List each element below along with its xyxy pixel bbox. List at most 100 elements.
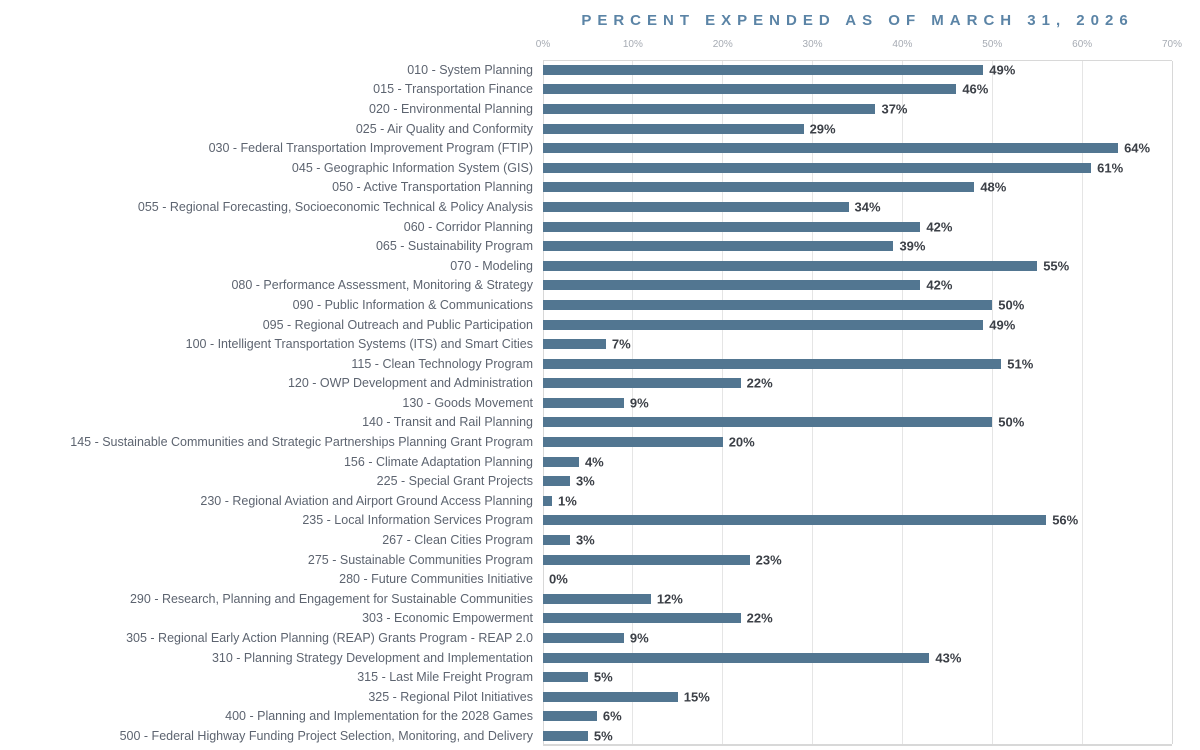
gridline (1171, 61, 1173, 744)
bar-row: 225 - Special Grant Projects 3% (0, 471, 1172, 491)
value-label: 22% (746, 375, 773, 391)
value-label: 3% (575, 473, 595, 489)
bar-row: 305 - Regional Early Action Planning (RE… (0, 628, 1172, 648)
x-tick-label: 70% (1161, 39, 1183, 50)
category-cell: 310 - Planning Strategy Development and … (0, 651, 543, 665)
category-cell: 267 - Clean Cities Program (0, 533, 543, 547)
category-label: 120 - OWP Development and Administration (287, 376, 533, 391)
bar-row: 015 - Transportation Finance 46% (0, 80, 1172, 100)
category-label: 070 - Modeling (450, 258, 533, 273)
bar (543, 672, 588, 683)
value-label: 39% (899, 238, 926, 254)
gridline (991, 61, 993, 744)
bar (543, 495, 552, 506)
category-label: 065 - Sustainability Program (375, 239, 533, 254)
bar-track: 46% (543, 80, 1172, 100)
category-cell: 500 - Federal Highway Funding Project Se… (0, 729, 543, 743)
bar-track: 49% (543, 315, 1172, 335)
category-label: 325 - Regional Pilot Initiatives (368, 689, 533, 704)
value-label: 3% (575, 532, 595, 548)
category-cell: 070 - Modeling (0, 259, 543, 273)
bar-track: 4% (543, 452, 1172, 472)
category-cell: 010 - System Planning (0, 63, 543, 77)
value-label: 51% (1007, 356, 1034, 372)
bar (543, 84, 957, 95)
category-cell: 280 - Future Communities Initiative (0, 572, 543, 586)
bar (543, 339, 606, 350)
value-label: 4% (584, 454, 604, 470)
category-label: 225 - Special Grant Projects (376, 474, 533, 489)
gridline (901, 61, 903, 744)
bar-track: 15% (543, 687, 1172, 707)
bar-track: 42% (543, 217, 1172, 237)
category-label: 030 - Federal Transportation Improvement… (208, 141, 533, 156)
bar (543, 711, 597, 722)
category-label: 025 - Air Quality and Conformity (355, 121, 533, 136)
category-cell: 025 - Air Quality and Conformity (0, 122, 543, 136)
category-cell: 156 - Climate Adaptation Planning (0, 455, 543, 469)
bar (543, 378, 741, 389)
bar-track: 22% (543, 609, 1172, 629)
bar-row: 045 - Geographic Information System (GIS… (0, 158, 1172, 178)
category-cell: 095 - Regional Outreach and Public Parti… (0, 318, 543, 332)
gridline (812, 61, 814, 744)
bar (543, 319, 984, 330)
bar-track: 3% (543, 530, 1172, 550)
bar-row: 095 - Regional Outreach and Public Parti… (0, 315, 1172, 335)
value-label: 9% (629, 630, 649, 646)
value-label: 0% (549, 571, 568, 587)
value-label: 50% (998, 414, 1025, 430)
x-tick-label: 20% (712, 39, 733, 50)
bar-row: 025 - Air Quality and Conformity 29% (0, 119, 1172, 139)
bar (543, 182, 975, 193)
value-label: 5% (593, 728, 613, 744)
bar (543, 417, 993, 428)
category-label: 060 - Corridor Planning (403, 219, 533, 234)
category-label: 010 - System Planning (407, 62, 533, 77)
bar (543, 691, 678, 702)
category-cell: 020 - Environmental Planning (0, 102, 543, 116)
value-label: 5% (593, 669, 613, 685)
bar (543, 162, 1092, 173)
bar-track: 6% (543, 707, 1172, 727)
value-label: 48% (980, 179, 1007, 195)
gridline (1081, 61, 1083, 744)
bar-track: 7% (543, 334, 1172, 354)
x-tick-label: 40% (892, 39, 913, 50)
bar (543, 143, 1119, 154)
bar-track: 51% (543, 354, 1172, 374)
bar-row: 130 - Goods Movement 9% (0, 393, 1172, 413)
category-cell: 400 - Planning and Implementation for th… (0, 709, 543, 723)
bar (543, 652, 930, 663)
bar (543, 593, 651, 604)
category-label: 305 - Regional Early Action Planning (RE… (126, 631, 533, 646)
category-cell: 235 - Local Information Services Program (0, 513, 543, 527)
category-cell: 315 - Last Mile Freight Program (0, 670, 543, 684)
bar (543, 299, 993, 310)
category-cell: 030 - Federal Transportation Improvement… (0, 141, 543, 155)
category-cell: 325 - Regional Pilot Initiatives (0, 690, 543, 704)
value-label: 12% (656, 591, 683, 607)
category-label: 156 - Climate Adaptation Planning (343, 454, 533, 469)
category-label: 500 - Federal Highway Funding Project Se… (119, 728, 533, 743)
bar (543, 241, 894, 252)
category-label: 303 - Economic Empowerment (362, 611, 533, 626)
value-label: 9% (629, 395, 649, 411)
category-cell: 100 - Intelligent Transportation Systems… (0, 337, 543, 351)
category-label: 140 - Transit and Rail Planning (362, 415, 533, 430)
bar-row: 500 - Federal Highway Funding Project Se… (0, 726, 1172, 746)
category-cell: 055 - Regional Forecasting, Socioeconomi… (0, 200, 543, 214)
bar (543, 103, 876, 114)
bar (543, 554, 750, 565)
category-label: 015 - Transportation Finance (373, 82, 533, 97)
value-label: 56% (1052, 512, 1079, 528)
bar-row: 310 - Planning Strategy Development and … (0, 648, 1172, 668)
category-cell: 140 - Transit and Rail Planning (0, 415, 543, 429)
bar (543, 633, 624, 644)
category-cell: 045 - Geographic Information System (GIS… (0, 161, 543, 175)
bar-row: 280 - Future Communities Initiative 0% (0, 569, 1172, 589)
category-label: 400 - Planning and Implementation for th… (225, 709, 533, 724)
category-cell: 225 - Special Grant Projects (0, 474, 543, 488)
category-cell: 303 - Economic Empowerment (0, 611, 543, 625)
